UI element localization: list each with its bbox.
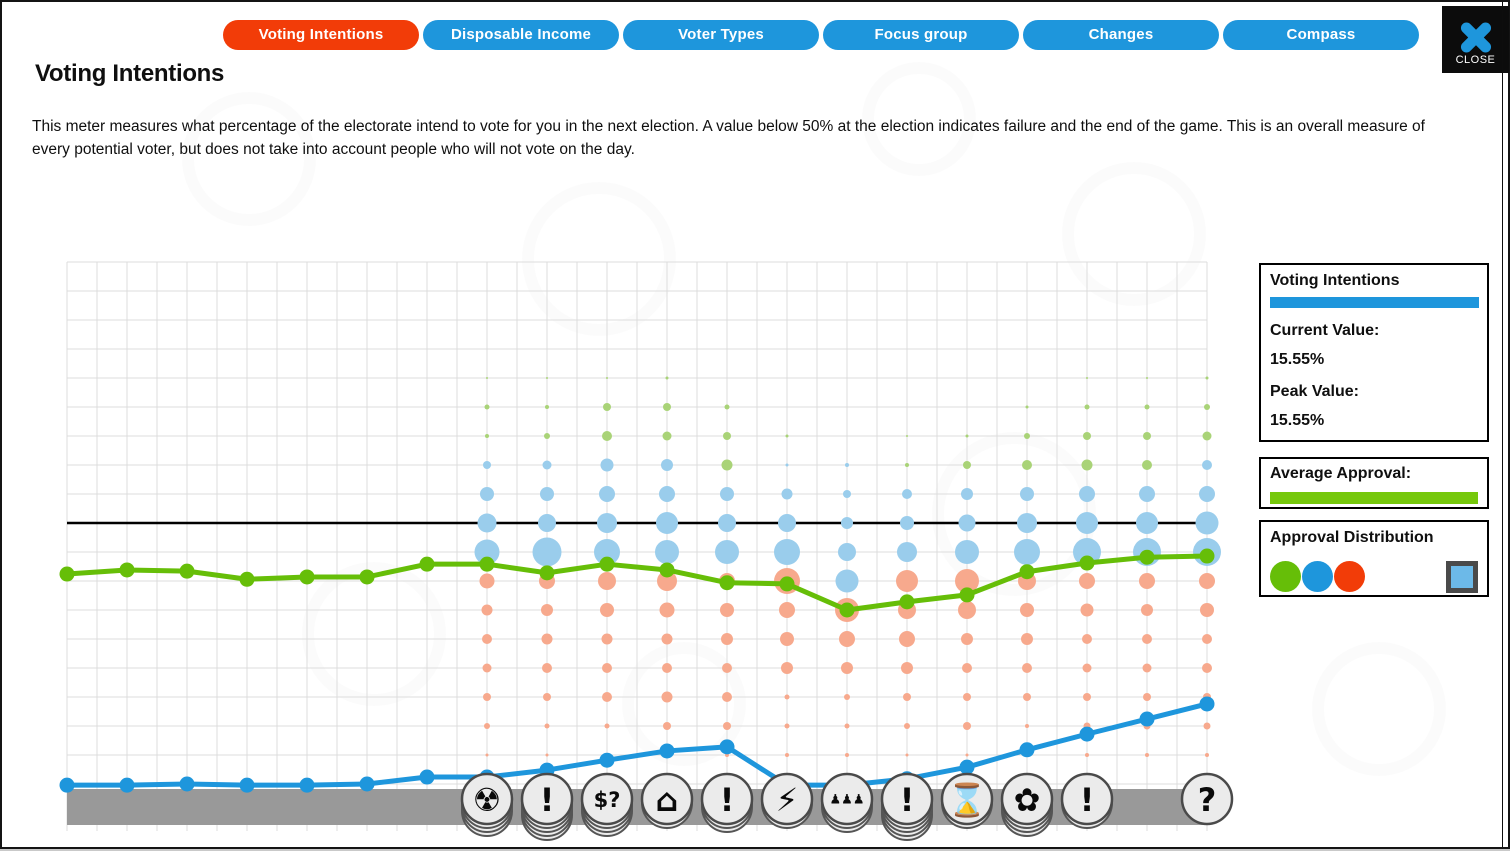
- current-value: 15.55%: [1270, 351, 1325, 368]
- svg-text:⌂: ⌂: [656, 781, 679, 819]
- bubble-column: [955, 434, 979, 757]
- market-icon[interactable]: ♟♟♟: [820, 772, 874, 833]
- page-description: This meter measures what percentage of t…: [32, 118, 1425, 158]
- pension-age-icon[interactable]: ⌛: [940, 772, 994, 829]
- close-label: CLOSE: [1455, 54, 1496, 66]
- meter-panel-title: Voting Intentions: [1270, 272, 1400, 289]
- svg-text:✿: ✿: [1014, 781, 1041, 819]
- average-approval-label: Average Approval:: [1270, 465, 1412, 482]
- tab-disposable-income[interactable]: Disposable Income: [423, 20, 619, 50]
- approval-distribution-panel: Approval Distribution: [1259, 520, 1489, 597]
- close-button[interactable]: CLOSE: [1442, 6, 1509, 73]
- approval-line: [59, 548, 1215, 618]
- distribution-toggle-button[interactable]: [1446, 561, 1478, 593]
- svg-text:$?: $?: [594, 788, 621, 812]
- bubble-column: [655, 376, 679, 757]
- food-stamp-icon[interactable]: ✿: [1000, 772, 1054, 837]
- tab-compass[interactable]: Compass: [1223, 20, 1419, 50]
- alert-icon[interactable]: !: [1060, 772, 1114, 829]
- hybrid-car-icon[interactable]: ⚡: [760, 772, 814, 829]
- tab-voter-types[interactable]: Voter Types: [623, 20, 819, 50]
- mid-approval-dot: [1302, 561, 1333, 592]
- svg-text:!: !: [1080, 781, 1095, 819]
- tab-changes[interactable]: Changes: [1023, 20, 1219, 50]
- svg-text:?: ?: [1198, 781, 1217, 819]
- alert-icon[interactable]: !: [520, 772, 574, 841]
- current-value-label: Current Value:: [1270, 322, 1380, 339]
- help-icon[interactable]: ?: [1180, 772, 1234, 826]
- chart-grid: [66, 261, 1208, 831]
- voting-intentions-bar: [1270, 297, 1479, 308]
- average-approval-panel: Average Approval:: [1259, 457, 1489, 509]
- housing-icon[interactable]: ⌂: [640, 772, 694, 829]
- approval-distribution-legend: [1270, 561, 1482, 593]
- svg-text:☢: ☢: [473, 781, 502, 819]
- peak-value: 15.55%: [1270, 412, 1325, 429]
- svg-text:!: !: [900, 781, 915, 819]
- page-title: Voting Intentions: [35, 60, 225, 87]
- tab-focus-group[interactable]: Focus group: [823, 20, 1019, 50]
- svg-text:⌛: ⌛: [947, 781, 987, 819]
- nuclear-missile-icon[interactable]: ☢: [460, 772, 514, 837]
- svg-text:⚡: ⚡: [776, 781, 798, 819]
- svg-text:!: !: [540, 781, 555, 819]
- svg-text:!: !: [720, 781, 735, 819]
- approval-distribution-bubbles: [474, 376, 1221, 757]
- tab-voting-intentions[interactable]: Voting Intentions: [223, 20, 419, 50]
- approval-distribution-title: Approval Distribution: [1270, 529, 1434, 546]
- alert-icon[interactable]: !: [700, 772, 754, 833]
- peak-value-label: Peak Value:: [1270, 383, 1359, 400]
- low-approval-dot: [1334, 561, 1365, 592]
- voting-intentions-line: [59, 696, 1215, 793]
- window-edge-divider: [1502, 2, 1503, 847]
- tab-bar: Voting Intentions Disposable Income Voter …: [223, 20, 1423, 50]
- bubble-column: [474, 377, 500, 757]
- bubble-column: [1073, 377, 1101, 757]
- svg-text:♟♟♟: ♟♟♟: [830, 793, 865, 808]
- high-approval-dot: [1270, 561, 1301, 592]
- average-approval-bar: [1270, 492, 1478, 504]
- meter-panel: Voting Intentions Current Value: 15.55% …: [1259, 263, 1489, 442]
- money-question-icon[interactable]: $?: [580, 772, 634, 837]
- bubble-column: [594, 377, 620, 729]
- alert-icon[interactable]: !: [880, 772, 934, 841]
